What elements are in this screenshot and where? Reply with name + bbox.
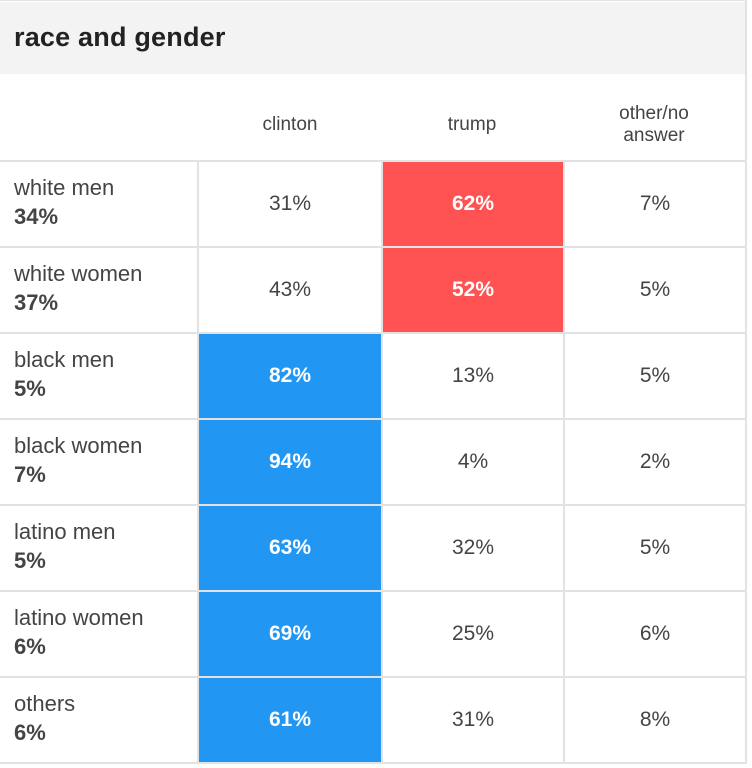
table-row: black women 7% 94% 4% 2% bbox=[0, 418, 745, 504]
table-row: black men 5% 82% 13% 5% bbox=[0, 332, 745, 418]
cell-clinton: 63% bbox=[197, 506, 381, 590]
group-name: black men bbox=[14, 347, 115, 372]
cell-clinton: 31% bbox=[197, 162, 381, 246]
column-header-clinton: clinton bbox=[262, 114, 318, 135]
table-row: latino women 6% 69% 25% 6% bbox=[0, 590, 745, 676]
cell-trump: 25% bbox=[381, 592, 563, 676]
cell-trump: 31% bbox=[381, 678, 563, 762]
column-header-other: other/no answer bbox=[619, 103, 689, 146]
cell-other: 8% bbox=[563, 678, 745, 762]
cell-trump: 4% bbox=[381, 420, 563, 504]
panel-title: race and gender bbox=[14, 22, 226, 52]
group-share: 34% bbox=[14, 204, 59, 229]
group-name: latino men bbox=[14, 519, 116, 544]
group-share: 6% bbox=[14, 634, 46, 659]
group-share: 5% bbox=[14, 376, 46, 401]
table-row: others 6% 61% 31% 8% bbox=[0, 676, 745, 762]
cell-other: 5% bbox=[563, 334, 745, 418]
group-name: black women bbox=[14, 433, 143, 458]
table-row: white women 37% 43% 52% 5% bbox=[0, 246, 745, 332]
cell-trump: 32% bbox=[381, 506, 563, 590]
row-label: others 6% bbox=[14, 690, 194, 748]
cell-clinton: 94% bbox=[197, 420, 381, 504]
cell-clinton: 43% bbox=[197, 248, 381, 332]
group-share: 5% bbox=[14, 548, 46, 573]
row-label: black women 7% bbox=[14, 432, 194, 490]
row-label: latino men 5% bbox=[14, 518, 194, 576]
cell-other: 7% bbox=[563, 162, 745, 246]
panel-header: race and gender bbox=[0, 2, 745, 74]
row-label: black men 5% bbox=[14, 346, 194, 404]
cell-other: 5% bbox=[563, 248, 745, 332]
group-name: white men bbox=[14, 175, 115, 200]
table-row: latino men 5% 63% 32% 5% bbox=[0, 504, 745, 590]
cell-trump: 52% bbox=[381, 248, 563, 332]
group-share: 7% bbox=[14, 462, 46, 487]
group-name: others bbox=[14, 691, 76, 716]
cell-trump: 62% bbox=[381, 162, 563, 246]
row-label: white women 37% bbox=[14, 260, 194, 318]
cell-clinton: 82% bbox=[197, 334, 381, 418]
cell-other: 2% bbox=[563, 420, 745, 504]
cell-other: 5% bbox=[563, 506, 745, 590]
cell-clinton: 61% bbox=[197, 678, 381, 762]
group-share: 6% bbox=[14, 720, 46, 745]
table-row: white men 34% 31% 62% 7% bbox=[0, 160, 745, 246]
group-name: latino women bbox=[14, 605, 144, 630]
row-label: latino women 6% bbox=[14, 604, 194, 662]
row-label: white men 34% bbox=[14, 174, 194, 232]
cell-clinton: 69% bbox=[197, 592, 381, 676]
column-header-trump: trump bbox=[447, 114, 497, 135]
group-name: white women bbox=[14, 261, 143, 286]
group-share: 37% bbox=[14, 290, 59, 315]
cell-other: 6% bbox=[563, 592, 745, 676]
cell-trump: 13% bbox=[381, 334, 563, 418]
